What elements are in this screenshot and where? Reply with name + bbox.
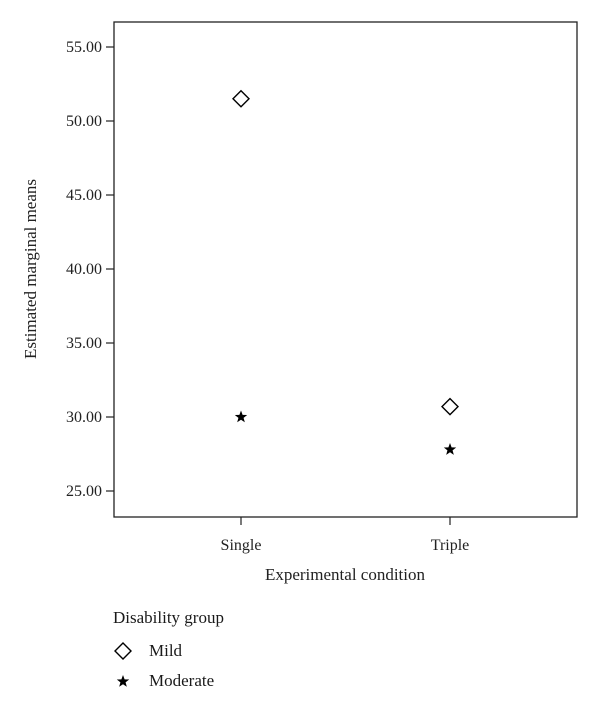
legend-label-moderate: Moderate (149, 671, 215, 690)
x-tick-label: Single (221, 537, 262, 554)
point-mild (232, 89, 250, 108)
y-axis: 25.00 30.00 35.00 40.00 45.00 50.00 55.00 (66, 39, 114, 500)
y-tick-label: 30.00 (66, 409, 102, 426)
y-tick-label: 50.00 (66, 113, 102, 130)
legend-title: Disability group (113, 608, 224, 627)
y-tick-label: 35.00 (66, 335, 102, 352)
legend-label-mild: Mild (149, 641, 183, 660)
y-tick-label: 55.00 (66, 39, 102, 56)
point-moderate (234, 410, 248, 423)
star-icon (113, 671, 149, 691)
y-axis-title: Estimated marginal means (21, 179, 40, 359)
point-moderate (443, 443, 457, 455)
y-tick-label: 40.00 (66, 261, 102, 278)
diamond-icon (113, 641, 149, 661)
x-axis: Single Triple (221, 517, 470, 554)
y-tick-label: 25.00 (66, 483, 102, 500)
point-mild (441, 397, 459, 416)
legend: Disability group Mild Moderate (113, 608, 224, 696)
legend-item-moderate: Moderate (113, 666, 224, 696)
data-points (232, 89, 459, 455)
x-axis-title: Experimental condition (265, 565, 426, 584)
plot-frame (113, 21, 578, 518)
legend-item-mild: Mild (113, 636, 224, 666)
chart: 25.00 30.00 35.00 40.00 45.00 50.00 55.00 Sing… (21, 21, 578, 584)
x-tick-label: Triple (431, 537, 470, 554)
y-tick-label: 45.00 (66, 187, 102, 204)
